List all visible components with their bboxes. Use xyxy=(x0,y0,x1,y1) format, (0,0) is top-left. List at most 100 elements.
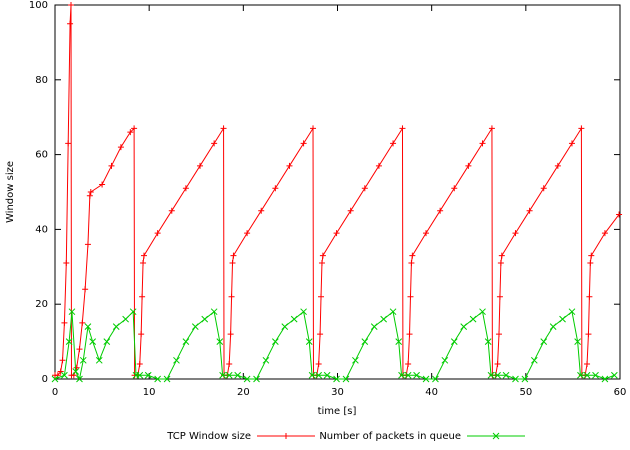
data-point xyxy=(479,308,486,316)
data-point xyxy=(300,140,307,147)
x-tick-label: 50 xyxy=(519,387,532,398)
data-point xyxy=(577,371,584,379)
data-point xyxy=(234,371,242,379)
data-point xyxy=(262,356,270,364)
data-point xyxy=(610,371,618,379)
data-point xyxy=(586,293,593,300)
data-point xyxy=(54,372,61,379)
data-point xyxy=(423,230,430,237)
data-point xyxy=(117,144,124,151)
data-point xyxy=(502,371,510,379)
data-point xyxy=(465,162,472,169)
data-point xyxy=(84,323,92,330)
data-point xyxy=(281,323,289,330)
data-point xyxy=(144,371,152,379)
data-point xyxy=(432,375,439,383)
data-point xyxy=(484,338,492,345)
data-point xyxy=(86,192,93,199)
y-tick-label: 100 xyxy=(29,0,48,11)
data-point xyxy=(244,230,251,237)
data-point xyxy=(227,331,234,338)
data-point xyxy=(216,338,224,345)
data-point xyxy=(375,162,382,169)
data-point xyxy=(201,315,209,323)
data-point xyxy=(219,371,226,379)
data-point xyxy=(154,230,161,237)
data-point xyxy=(406,331,413,338)
data-point xyxy=(228,293,235,300)
data-point xyxy=(63,260,70,267)
data-point xyxy=(95,356,103,364)
data-point xyxy=(578,125,585,132)
x-tick-label: 20 xyxy=(237,387,250,398)
data-point xyxy=(380,315,387,323)
data-point xyxy=(131,125,138,132)
data-point xyxy=(495,331,502,338)
data-point xyxy=(211,140,218,147)
data-point xyxy=(300,308,307,316)
data-point xyxy=(168,207,175,214)
plot-frame xyxy=(54,4,621,380)
legend-label: Number of packets in queue xyxy=(319,431,461,442)
x-tick-label: 30 xyxy=(331,387,344,398)
data-point xyxy=(587,260,594,267)
y-tick-label: 40 xyxy=(35,224,48,235)
data-point xyxy=(315,361,322,368)
data-point xyxy=(494,371,501,379)
data-point xyxy=(286,162,293,169)
data-point xyxy=(592,371,599,379)
data-point xyxy=(182,338,190,345)
data-point xyxy=(79,319,86,326)
data-point xyxy=(197,162,204,169)
data-point xyxy=(498,252,505,259)
data-point xyxy=(61,371,68,379)
y-tick-label: 20 xyxy=(35,299,48,310)
data-point xyxy=(191,323,199,330)
data-point xyxy=(585,331,592,338)
data-point xyxy=(68,308,76,316)
data-point xyxy=(79,356,87,364)
data-point xyxy=(450,338,458,345)
data-point xyxy=(568,308,576,316)
data-point xyxy=(399,125,406,132)
data-point xyxy=(451,185,458,192)
data-point xyxy=(333,230,340,237)
data-point xyxy=(290,315,298,323)
data-point xyxy=(601,375,609,383)
data-point xyxy=(163,375,171,383)
data-point xyxy=(139,293,146,300)
data-point xyxy=(59,357,66,364)
x-tick-label: 40 xyxy=(425,387,438,398)
data-point xyxy=(601,230,608,237)
data-point xyxy=(342,375,350,383)
data-point xyxy=(271,338,279,345)
data-point xyxy=(68,2,75,8)
data-point xyxy=(76,375,83,383)
data-point xyxy=(496,293,503,300)
data-point xyxy=(407,293,414,300)
data-point xyxy=(61,319,68,326)
data-point xyxy=(361,338,369,345)
data-point xyxy=(319,252,326,259)
data-point xyxy=(65,140,72,147)
data-point xyxy=(398,371,405,379)
data-point xyxy=(549,323,557,330)
data-point xyxy=(488,125,495,132)
y-tick-label: 0 xyxy=(42,374,48,385)
data-point xyxy=(390,140,397,147)
data-point xyxy=(361,185,368,192)
data-point xyxy=(305,338,313,345)
data-point xyxy=(512,230,519,237)
data-point xyxy=(318,293,325,300)
data-point xyxy=(352,356,359,364)
data-point xyxy=(230,252,237,259)
legend-marker xyxy=(283,433,289,439)
data-point xyxy=(89,338,97,345)
data-point xyxy=(226,361,233,368)
data-point xyxy=(530,356,538,364)
data-point xyxy=(389,308,397,316)
data-point xyxy=(315,371,323,379)
x-tick-label: 0 xyxy=(52,387,58,398)
data-point xyxy=(540,185,547,192)
data-point xyxy=(220,125,227,132)
